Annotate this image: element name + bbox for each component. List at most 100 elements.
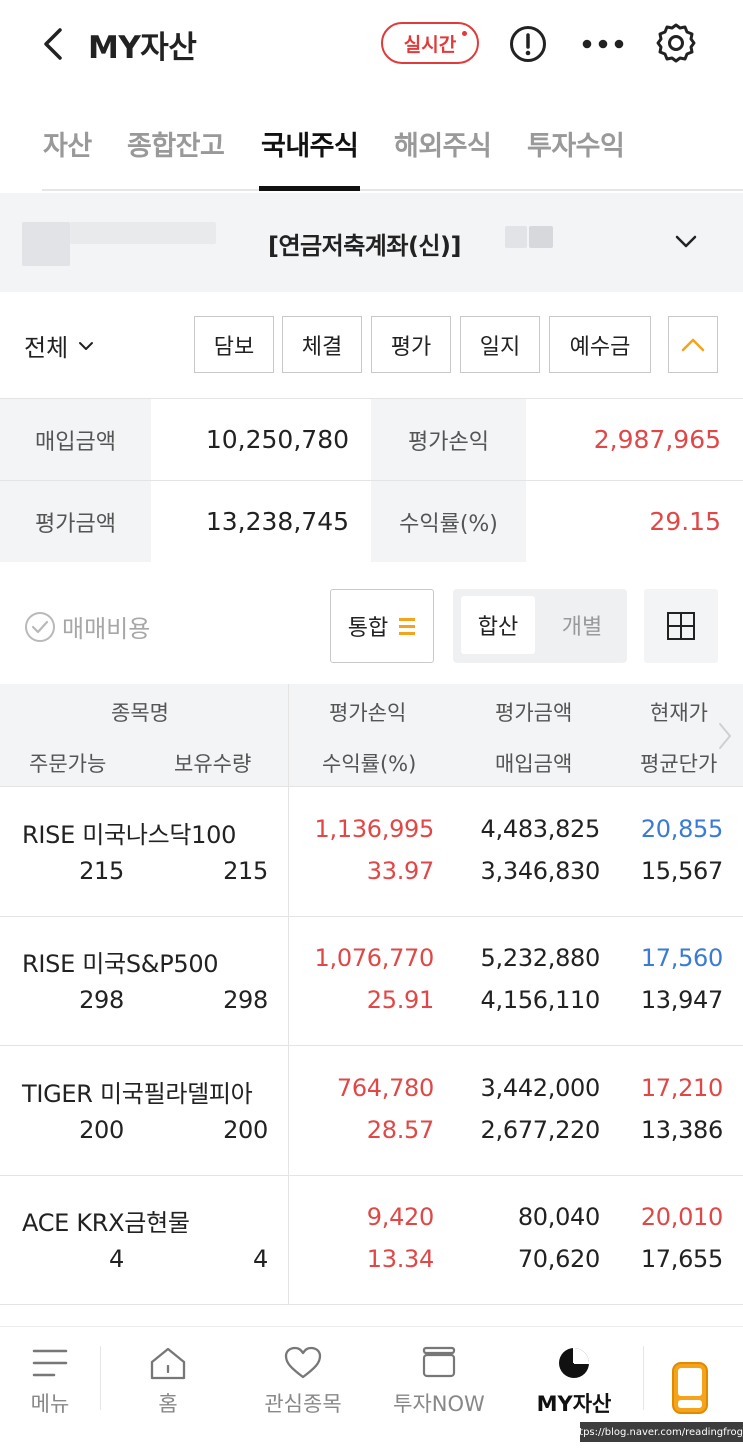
- avg-price: 13,386: [640, 1116, 723, 1144]
- col-eval-amount: 평가금액: [495, 701, 573, 725]
- realtime-dot-icon: [462, 31, 467, 36]
- nav-invest-now-label: 투자NOW: [393, 1392, 485, 1416]
- eval-amount: 5,232,880: [480, 944, 601, 972]
- nav-invest-now[interactable]: 투자NOW: [384, 1326, 494, 1450]
- return-rate: 13.34: [366, 1245, 435, 1273]
- nav-home[interactable]: 홈: [118, 1326, 218, 1450]
- purchase-amount: 70,620: [517, 1245, 600, 1273]
- nav-watchlist-label: 관심종목: [264, 1392, 342, 1416]
- holding-qty: 215: [223, 857, 268, 885]
- masked-account-number: [505, 226, 527, 248]
- nav-menu[interactable]: 메뉴: [0, 1326, 100, 1450]
- current-price: 20,010: [640, 1203, 723, 1231]
- table-row[interactable]: ACE KRX금현물 4 4 9,420 13.34 80,040 70,620…: [0, 1175, 743, 1305]
- check-circle-icon: [25, 611, 55, 642]
- current-price: 17,210: [640, 1074, 723, 1102]
- col-current-price: 현재가: [650, 701, 708, 725]
- realtime-label: 실시간: [403, 33, 457, 56]
- realtime-button[interactable]: 실시간: [381, 22, 479, 64]
- chevron-right-icon[interactable]: [716, 720, 734, 752]
- tab-total-balance[interactable]: 종합잔고: [127, 131, 225, 162]
- collateral-button[interactable]: 담보: [194, 316, 274, 373]
- chevron-down-icon: [79, 341, 94, 350]
- page-title: MY자산: [88, 30, 197, 66]
- segment-individual[interactable]: 개별: [561, 615, 603, 640]
- tab-overseas-stocks[interactable]: 해외주식: [394, 131, 492, 162]
- avg-price: 17,655: [640, 1245, 723, 1273]
- eval-pl-value: 2,987,965: [526, 399, 743, 480]
- list-lines-icon: [399, 618, 416, 635]
- deposit-button[interactable]: 예수금: [549, 316, 651, 373]
- collapse-button[interactable]: [668, 316, 718, 373]
- purchase-amount-value: 10,250,780: [151, 399, 371, 480]
- grid-view-button[interactable]: [644, 589, 718, 663]
- purchase-amount: 3,346,830: [480, 857, 601, 885]
- col-orderable: 주문가능: [29, 752, 107, 776]
- filter-all-label: 전체: [24, 334, 69, 362]
- eval-pl: 1,136,995: [314, 815, 435, 843]
- execution-button[interactable]: 체결: [282, 316, 362, 373]
- merge-label: 통합: [347, 616, 389, 641]
- segment-sum[interactable]: 합산: [461, 596, 535, 654]
- nav-home-label: 홈: [158, 1392, 178, 1416]
- nav-divider: [643, 1346, 644, 1410]
- phone-order-icon[interactable]: [670, 1360, 710, 1416]
- col-avg-price: 평균단가: [640, 752, 718, 776]
- eval-pl: 9,420: [366, 1203, 435, 1231]
- stock-name: RISE 미국나스닥100: [22, 821, 237, 849]
- back-arrow-icon[interactable]: [36, 24, 72, 64]
- active-tab-indicator: [259, 186, 360, 191]
- stock-name: RISE 미국S&P500: [22, 950, 219, 978]
- eval-amount-value: 13,238,745: [151, 481, 371, 562]
- eval-pl: 764,780: [336, 1074, 434, 1102]
- tabs-divider: [42, 189, 743, 191]
- watermark: https://blog.naver.com/readingfrog_o: [569, 1422, 743, 1442]
- purchase-amount: 2,677,220: [480, 1116, 601, 1144]
- orderable-qty: 298: [79, 986, 124, 1014]
- nav-watchlist[interactable]: 관심종목: [253, 1326, 353, 1450]
- orderable-qty: 200: [79, 1116, 124, 1144]
- merge-view-button[interactable]: 통합: [330, 589, 434, 663]
- eval-amount-label: 평가금액: [0, 481, 151, 562]
- tab-investment-returns[interactable]: 투자수익: [527, 131, 625, 162]
- return-rate-label: 수익률(%): [371, 481, 526, 562]
- filter-all-dropdown[interactable]: 전체: [24, 328, 96, 363]
- heart-icon: [284, 1346, 322, 1379]
- app-header: MY자산 실시간: [0, 0, 743, 90]
- notice-icon[interactable]: [509, 25, 547, 63]
- chevron-down-icon[interactable]: [672, 228, 700, 256]
- col-purchase-amount: 매입금액: [495, 752, 573, 776]
- trading-fee-toggle[interactable]: 매매비용: [24, 609, 150, 644]
- orderable-qty: 215: [79, 857, 124, 885]
- table-row[interactable]: TIGER 미국필라델피아 200 200 764,780 28.57 3,44…: [0, 1046, 743, 1176]
- tab-assets[interactable]: 자산: [43, 131, 92, 162]
- journal-button[interactable]: 일지: [460, 316, 540, 373]
- home-icon: [150, 1347, 186, 1380]
- evaluation-button[interactable]: 평가: [371, 316, 451, 373]
- nav-my-assets[interactable]: MY자산: [524, 1326, 624, 1450]
- holding-qty: 298: [223, 986, 268, 1014]
- gear-icon[interactable]: [655, 22, 697, 64]
- eval-amount: 3,442,000: [480, 1074, 601, 1102]
- holding-qty: 4: [253, 1245, 268, 1273]
- chevron-up-icon: [681, 338, 705, 351]
- tv-icon: [422, 1346, 456, 1378]
- tab-domestic-stocks[interactable]: 국내주식: [261, 131, 359, 162]
- eval-pl-label: 평가손익: [371, 399, 526, 480]
- table-row[interactable]: RISE 미국S&P500 298 298 1,076,770 25.91 5,…: [0, 916, 743, 1046]
- col-return-rate: 수익률(%): [322, 752, 417, 776]
- nav-divider: [100, 1346, 101, 1410]
- main-tabs: [0, 100, 743, 192]
- current-price: 17,560: [640, 944, 723, 972]
- eval-amount: 80,040: [517, 1203, 600, 1231]
- col-eval-pl: 평가손익: [329, 701, 407, 725]
- eval-pl: 1,076,770: [314, 944, 435, 972]
- column-divider: [288, 684, 289, 1304]
- return-rate: 33.97: [366, 857, 435, 885]
- nav-my-assets-label: MY자산: [536, 1392, 612, 1416]
- stock-name: ACE KRX금현물: [22, 1209, 190, 1237]
- eval-amount: 4,483,825: [480, 815, 601, 843]
- pie-chart-icon: [559, 1348, 589, 1378]
- more-icon[interactable]: [580, 25, 626, 63]
- table-row[interactable]: RISE 미국나스닥100 215 215 1,136,995 33.97 4,…: [0, 787, 743, 917]
